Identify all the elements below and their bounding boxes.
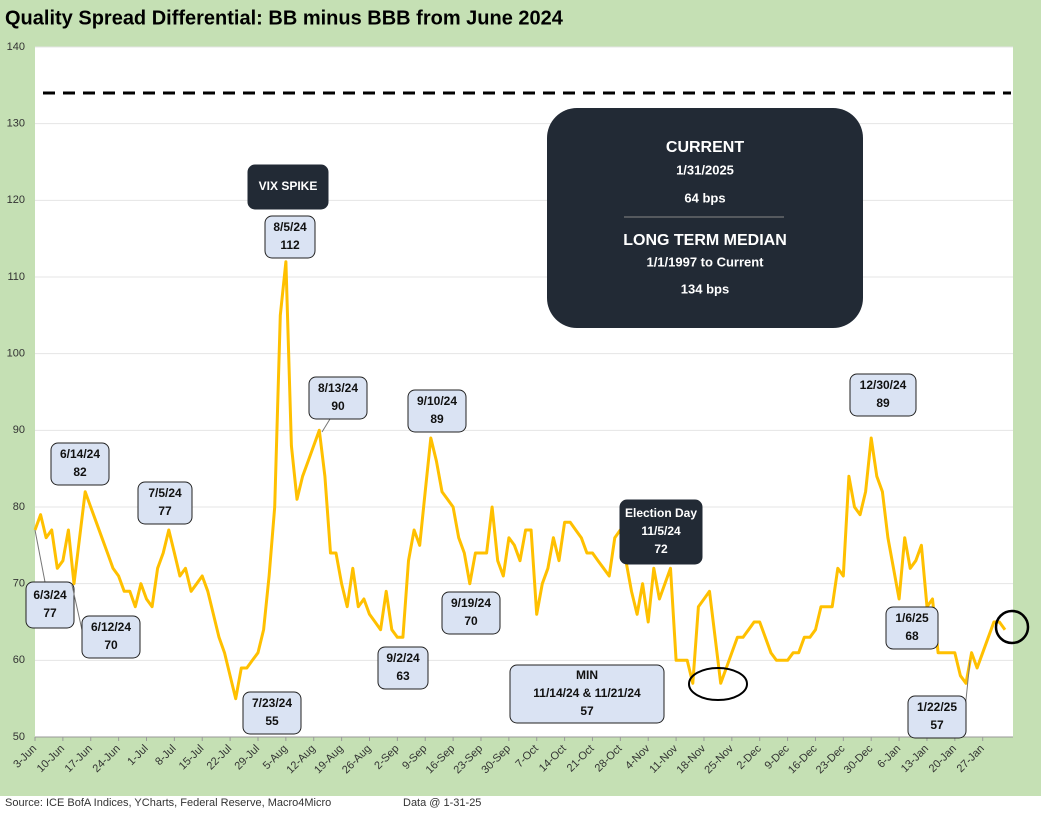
callout-text: 77 (158, 504, 172, 518)
info-box: CURRENT 1/31/2025 64 bps LONG TERM MEDIAN 1/… (547, 108, 863, 328)
info-text: 64 bps (684, 190, 725, 205)
y-tick-label: 60 (13, 654, 25, 666)
callout-box (377, 646, 429, 690)
footer-band (0, 796, 1041, 819)
callout: 8/5/24 112 (264, 215, 316, 259)
callout-text: 11/5/24 (641, 524, 681, 538)
callout-text: 9/2/24 (386, 651, 420, 665)
callout-box (907, 695, 967, 739)
callout-box (137, 481, 193, 525)
callout-text: 9/10/24 (417, 394, 457, 408)
callout: 6/12/24 70 (71, 584, 141, 659)
y-tick-label: 120 (7, 194, 25, 206)
callout-text: Election Day (625, 506, 697, 520)
y-tick-label: 110 (7, 271, 25, 283)
callout: 12/30/24 89 (849, 373, 917, 417)
y-tick-label: 90 (13, 424, 25, 436)
callout: 7/23/24 55 (242, 691, 302, 735)
callout-text: 77 (43, 606, 57, 620)
y-tick-label: 140 (7, 41, 25, 53)
callout: VIX SPIKE (247, 164, 329, 210)
callout-text: 9/19/24 (451, 596, 491, 610)
info-text: 1/1/1997 to Current (646, 254, 764, 269)
callout-box (441, 591, 501, 635)
callout-text: 70 (464, 614, 478, 628)
callout-box (81, 615, 141, 659)
callout-text: 112 (280, 238, 300, 252)
callout-box (247, 164, 329, 210)
callout-box (849, 373, 917, 417)
callout: 6/14/24 82 (50, 442, 110, 486)
callout: 7/5/24 77 (137, 481, 193, 525)
callout: 6/3/24 77 (25, 529, 75, 629)
y-tick-label: 130 (7, 118, 25, 130)
callout: Election Day 11/5/24 72 (619, 499, 703, 565)
callout-box (242, 691, 302, 735)
callout-text: 89 (430, 412, 444, 426)
callout-text: 8/5/24 (273, 220, 307, 234)
callout-text: MIN (576, 668, 598, 682)
callout-text: 89 (876, 396, 890, 410)
callout-text: 82 (73, 465, 87, 479)
callout-text: 8/13/24 (318, 381, 358, 395)
callout: 9/10/24 89 (407, 389, 467, 433)
callout: MIN 11/14/24 & 11/21/24 57 (509, 664, 665, 724)
callout-box (509, 664, 665, 724)
callout-box (619, 499, 703, 565)
info-text: LONG TERM MEDIAN (623, 232, 787, 249)
callout-text: 6/12/24 (91, 620, 131, 634)
callout: 9/2/24 63 (377, 646, 429, 690)
callout-text: VIX SPIKE (259, 179, 318, 193)
info-text: 134 bps (681, 281, 729, 296)
callout-text: 6/3/24 (33, 588, 67, 602)
info-box-bg (547, 108, 863, 328)
y-tick-label: 50 (13, 731, 25, 743)
callout-text: 7/5/24 (148, 486, 182, 500)
info-text: 1/31/2025 (676, 162, 734, 177)
callout-text: 57 (930, 718, 944, 732)
callout-text: 72 (654, 542, 668, 556)
min-highlight (688, 667, 748, 701)
callout-text: 57 (580, 704, 594, 718)
callout-leader (34, 529, 46, 583)
y-tick-label: 100 (7, 348, 25, 360)
callout-text: 1/22/25 (917, 700, 957, 714)
callout-leader (321, 418, 331, 433)
callout-box (50, 442, 110, 486)
callout-text: 90 (331, 399, 345, 413)
callout: 8/13/24 90 (308, 376, 368, 433)
callout: 9/19/24 70 (441, 591, 501, 635)
chart-title: Quality Spread Differential: BB minus BB… (5, 7, 564, 29)
callout-text: 68 (905, 629, 919, 643)
y-tick-label: 70 (13, 578, 25, 590)
y-tick-label: 80 (13, 501, 25, 513)
callout-text: 12/30/24 (860, 378, 907, 392)
callout-box (407, 389, 467, 433)
callout-text: 55 (265, 714, 279, 728)
callout-box (264, 215, 316, 259)
callout-text: 1/6/25 (895, 611, 929, 625)
callout-text: 11/14/24 & 11/21/24 (533, 686, 641, 700)
callout: 1/22/25 57 (907, 659, 971, 739)
callout-text: 63 (396, 669, 410, 683)
callout-text: 7/23/24 (252, 696, 292, 710)
source: Source: ICE BofA Indices, YCharts, Feder… (5, 797, 331, 809)
callout: 1/6/25 68 (885, 606, 939, 650)
callout-box (25, 581, 75, 629)
callout-text: 70 (104, 638, 118, 652)
data-line (33, 260, 1007, 701)
callout-text: 6/14/24 (60, 447, 100, 461)
info-text: CURRENT (666, 139, 744, 156)
callout-leader (71, 584, 83, 631)
data-note: Data @ 1-31-25 (403, 797, 481, 809)
current-highlight (994, 609, 1030, 645)
callout-box (885, 606, 939, 650)
callout-box (308, 376, 368, 420)
